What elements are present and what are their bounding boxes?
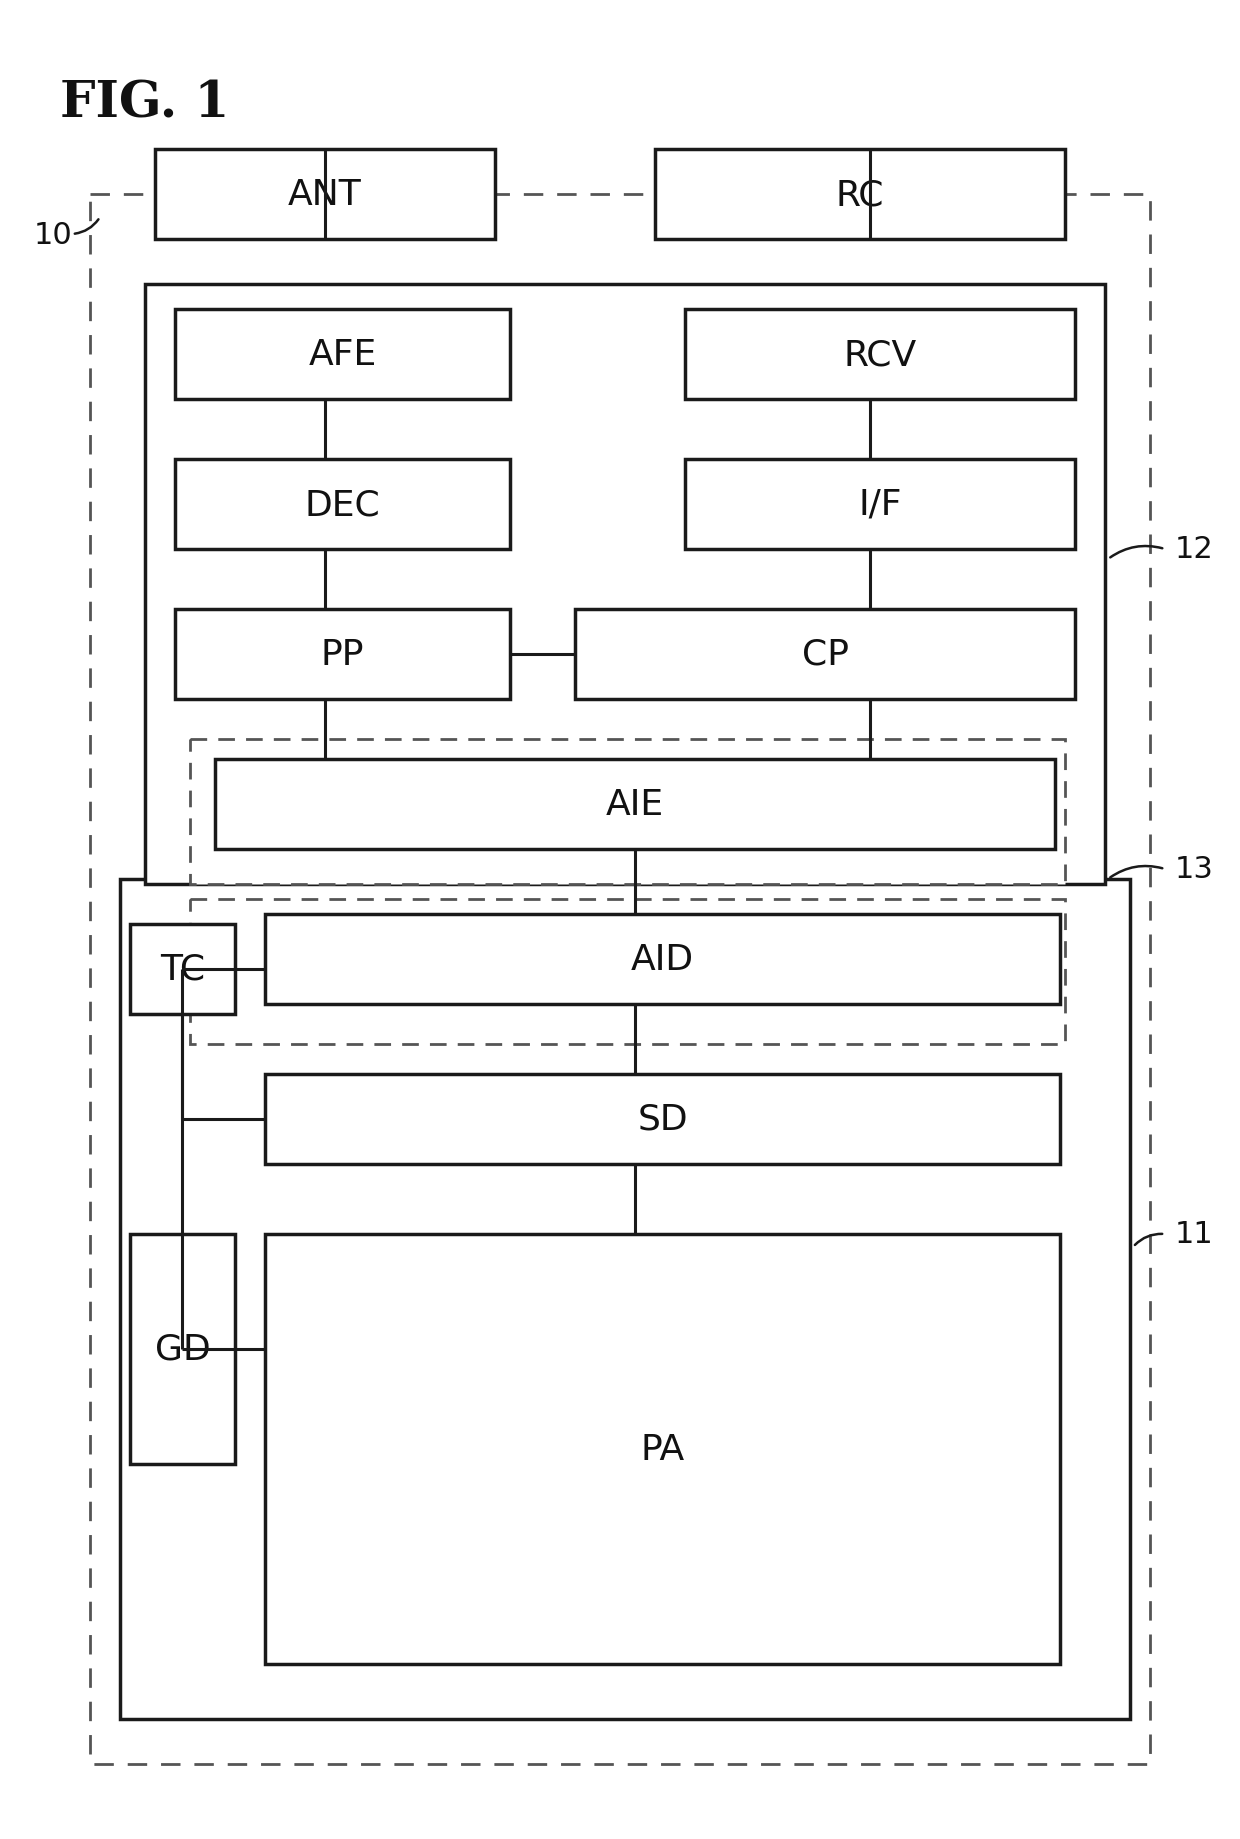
Bar bbox=[265, 914, 1060, 1004]
Text: SD: SD bbox=[637, 1102, 688, 1137]
Text: AIE: AIE bbox=[606, 787, 665, 822]
Text: I/F: I/F bbox=[858, 487, 901, 522]
Bar bbox=[684, 309, 1075, 399]
Text: GD: GD bbox=[155, 1331, 211, 1366]
Bar bbox=[190, 899, 1065, 1045]
Bar bbox=[215, 760, 1055, 850]
Text: FIG. 1: FIG. 1 bbox=[60, 79, 229, 129]
Bar bbox=[120, 879, 1130, 1719]
Bar bbox=[175, 460, 510, 550]
Bar bbox=[655, 151, 1065, 239]
Bar bbox=[175, 611, 510, 699]
Text: PA: PA bbox=[640, 1433, 684, 1466]
Text: PP: PP bbox=[321, 638, 365, 671]
Bar bbox=[190, 739, 1065, 885]
Bar bbox=[91, 195, 1149, 1764]
Text: CP: CP bbox=[801, 638, 848, 671]
Bar bbox=[175, 309, 510, 399]
Text: 13: 13 bbox=[1176, 855, 1214, 885]
Bar bbox=[575, 611, 1075, 699]
Text: TC: TC bbox=[160, 953, 205, 986]
Text: 10: 10 bbox=[33, 221, 72, 250]
Bar bbox=[145, 285, 1105, 885]
Bar bbox=[155, 151, 495, 239]
Text: RC: RC bbox=[836, 178, 884, 211]
Bar bbox=[684, 460, 1075, 550]
Bar bbox=[130, 1234, 236, 1464]
Text: AFE: AFE bbox=[309, 338, 377, 371]
Bar bbox=[130, 925, 236, 1015]
Text: AID: AID bbox=[631, 942, 694, 977]
Text: 11: 11 bbox=[1176, 1219, 1214, 1249]
Text: ANT: ANT bbox=[288, 178, 362, 211]
Text: DEC: DEC bbox=[305, 487, 381, 522]
Text: RCV: RCV bbox=[843, 338, 916, 371]
Bar bbox=[265, 1234, 1060, 1664]
Text: 12: 12 bbox=[1176, 535, 1214, 565]
Bar bbox=[265, 1074, 1060, 1164]
